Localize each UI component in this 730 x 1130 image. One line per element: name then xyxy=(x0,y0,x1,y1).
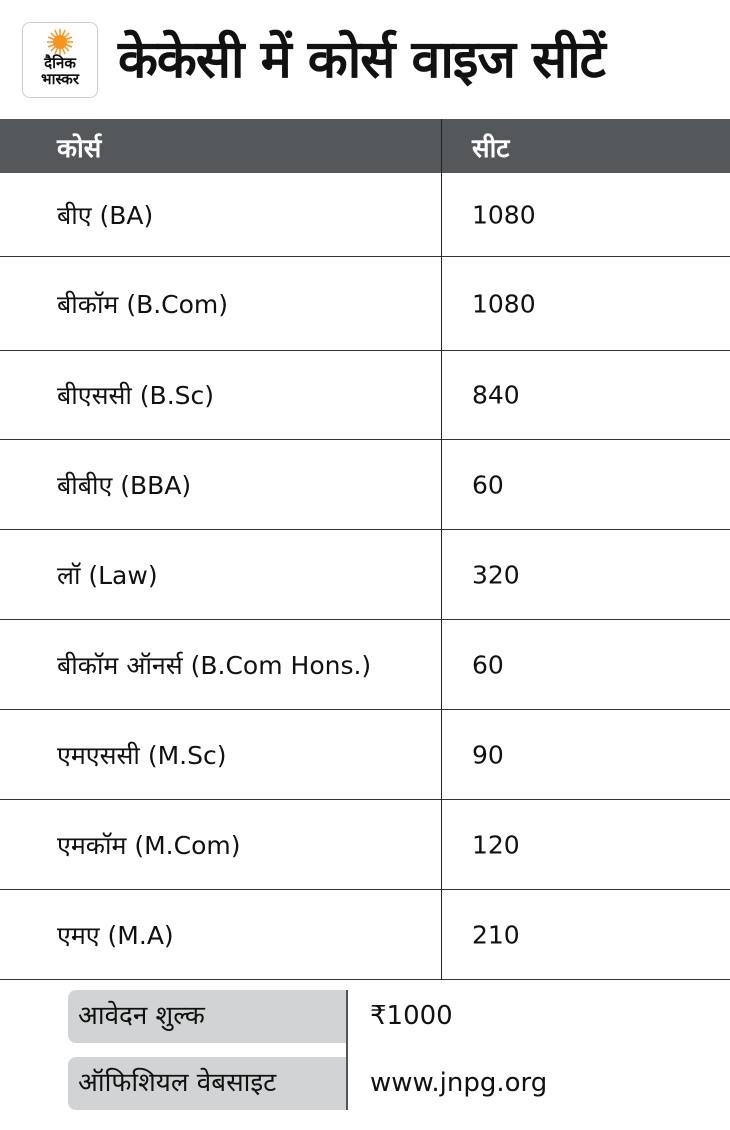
table-row: बीएससी (B.Sc) 840 xyxy=(0,351,730,440)
course-cell: एमएससी (M.Sc) xyxy=(57,740,227,770)
website-label: ऑफिशियल वेबसाइट xyxy=(68,1057,346,1110)
info-divider xyxy=(346,990,348,1110)
fee-label: आवेदन शुल्क xyxy=(68,990,346,1043)
course-cell: बीकॉम (B.Com) xyxy=(57,289,229,319)
table-header: कोर्स सीट xyxy=(0,119,730,173)
website-value: www.jnpg.org xyxy=(370,1068,548,1098)
course-cell: एमकॉम (M.Com) xyxy=(57,830,241,860)
course-cell: एमए (M.A) xyxy=(57,920,174,950)
sun-icon xyxy=(47,29,73,55)
column-divider xyxy=(441,119,442,980)
table-row: एमकॉम (M.Com) 120 xyxy=(0,800,730,890)
page-title: केकेसी में कोर्स वाइज सीटें xyxy=(118,30,606,90)
seats-cell: 320 xyxy=(472,560,520,589)
table-row: बीए (BA) 1080 xyxy=(0,173,730,257)
course-cell: बीकॉम ऑनर्स (B.Com Hons.) xyxy=(57,650,372,680)
seats-cell: 210 xyxy=(472,920,520,949)
seats-cell: 60 xyxy=(472,650,504,679)
course-cell: लॉ (Law) xyxy=(57,560,158,590)
seats-cell: 1080 xyxy=(472,200,536,229)
course-cell: बीए (BA) xyxy=(57,200,154,230)
seats-cell: 1080 xyxy=(472,289,536,318)
table-row: एमए (M.A) 210 xyxy=(0,890,730,980)
table-row: एमएससी (M.Sc) 90 xyxy=(0,710,730,800)
course-cell: बीएससी (B.Sc) xyxy=(57,381,215,410)
header-course: कोर्स xyxy=(57,134,102,164)
course-cell: बीबीए (BBA) xyxy=(57,470,192,500)
seats-cell: 120 xyxy=(472,830,520,859)
table-row: बीकॉम ऑनर्स (B.Com Hons.) 60 xyxy=(0,620,730,710)
table-row: बीकॉम (B.Com) 1080 xyxy=(0,257,730,351)
seats-cell: 840 xyxy=(472,380,520,410)
table-row: बीबीए (BBA) 60 xyxy=(0,440,730,530)
table-row: लॉ (Law) 320 xyxy=(0,530,730,620)
seats-cell: 60 xyxy=(472,470,504,499)
seats-cell: 90 xyxy=(472,740,504,769)
fee-value: ₹1000 xyxy=(370,1001,453,1031)
dainik-bhaskar-logo: दैनिक भास्कर xyxy=(22,22,98,98)
header-seats: सीट xyxy=(472,134,510,164)
